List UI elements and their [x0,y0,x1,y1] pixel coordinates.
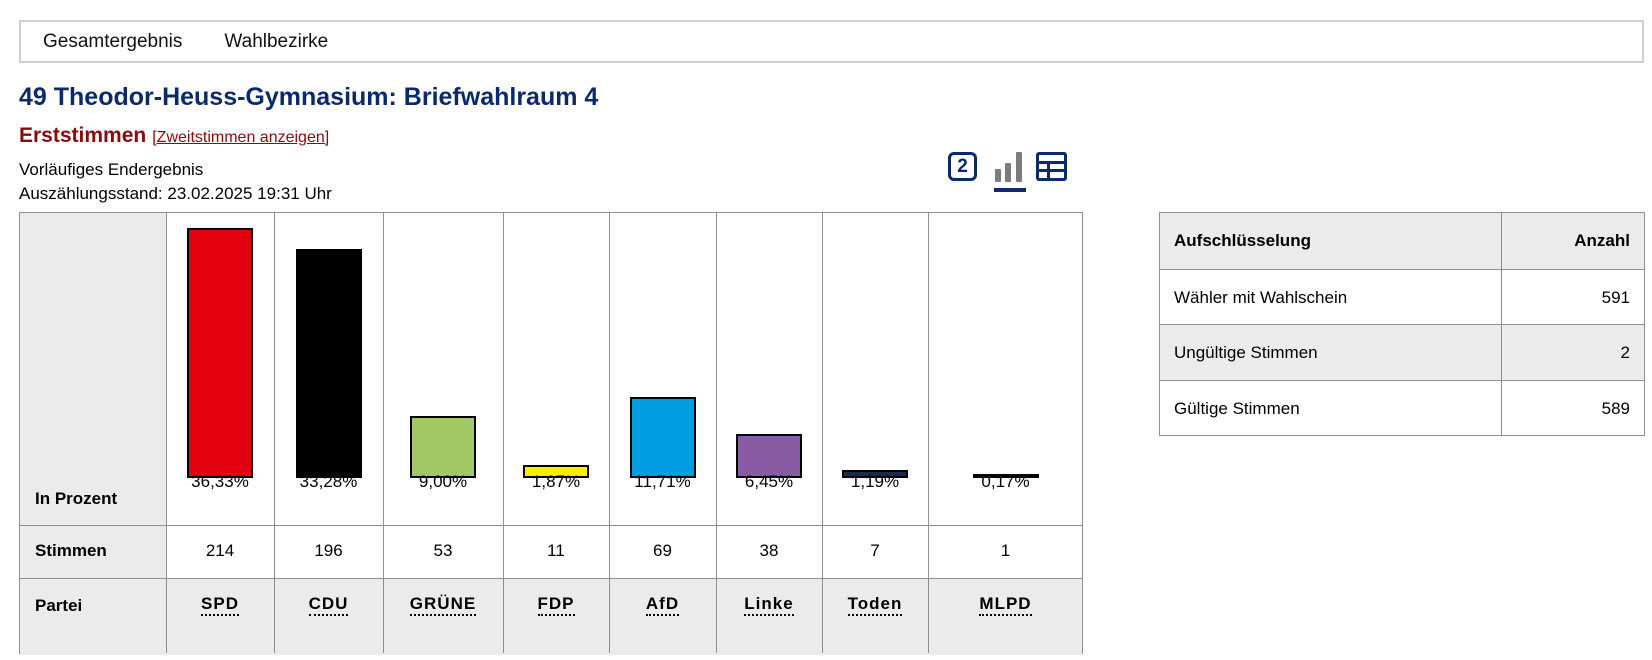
row-head-percent: In Prozent [20,213,166,525]
party-cell-cdu: CDU [274,594,383,616]
party-cell-fdp: FDP [503,594,609,616]
bar-spd[interactable] [187,228,253,478]
party-label-spd[interactable]: SPD [201,594,239,616]
tab-gesamtergebnis[interactable]: Gesamtergebnis [43,30,183,52]
bar-cdu[interactable] [296,249,362,478]
breakdown-value: 591 [1601,288,1630,307]
percent-label-grne: 9,00% [418,472,468,491]
party-label-cdu[interactable]: CDU [308,594,349,616]
bar-mlpd[interactable] [973,474,1039,478]
bar-fdp[interactable] [523,465,589,478]
percent-label-linke: 6,45% [744,472,794,491]
row-label-percent: In Prozent [35,489,118,508]
row-head-votes: Stimmen [20,526,166,578]
percent-label-mlpd: 0,17% [981,472,1030,491]
vote-type-label: Erststimmen [19,124,147,147]
column-divider [383,213,384,653]
breakdown-label: Wähler mit Wahlschein [1174,288,1348,307]
row-head-party: Partei [20,579,166,655]
party-cell-grne: GRÜNE [383,594,503,616]
party-cell-afd: AfD [609,594,716,616]
votes-grne: 53 [433,541,453,560]
column-divider [503,213,504,653]
votes-spd: 214 [205,541,235,560]
tab-wahlbezirke[interactable]: Wahlbezirke [224,30,329,52]
page-title: 49 Theodor-Heuss-Gymnasium: Briefwahlrau… [19,83,599,111]
party-label-mlpd[interactable]: MLPD [979,594,1032,616]
party-cell-mlpd: MLPD [928,594,1083,616]
table-row: Wähler mit Wahlschein 591 [1160,270,1644,326]
row-label-party: Partei [35,596,83,615]
top-nav: Gesamtergebnis Wahlbezirke [19,20,1644,63]
bar-grne[interactable] [410,416,476,478]
bar-afd[interactable] [630,397,696,478]
votes-cdu: 196 [314,541,343,560]
show-second-votes-link[interactable]: [Zweitstimmen anzeigen] [152,129,330,146]
table-icon[interactable] [1036,152,1067,181]
votes-fdp: 11 [547,541,565,560]
percent-label-spd: 36,33% [191,472,249,491]
bar-chart-icon[interactable] [994,150,1026,192]
party-label-grne[interactable]: GRÜNE [409,594,477,616]
breakdown-header-row: Aufschlüsselung Anzahl [1160,213,1644,269]
party-cell-toden: Toden [822,594,928,616]
view-switcher: 2 [948,150,1078,192]
breakdown-value: 589 [1601,399,1630,418]
table-row: Gültige Stimmen 589 [1160,381,1644,437]
results-chart: In Prozent Stimmen Partei 36,33% 214 SPD 33… [19,212,1083,655]
votes-mlpd: 1 [1000,541,1011,560]
row-label-votes: Stimmen [35,541,107,560]
count-status: Auszählungsstand: 23.02.2025 19:31 Uhr [19,184,332,203]
votes-toden: 7 [870,541,880,560]
column-divider [822,213,823,653]
bar-linke[interactable] [736,434,802,478]
party-cell-spd: SPD [166,594,274,616]
party-label-afd[interactable]: AfD [645,594,680,616]
column-divider [166,213,167,653]
party-cell-linke: Linke [716,594,822,616]
breakdown-value: 2 [1620,343,1630,362]
breakdown-header-count: Anzahl [1574,231,1630,250]
percent-label-toden: 1,19% [850,472,900,491]
breakdown-table: Aufschlüsselung Anzahl Wähler mit Wahlsc… [1159,212,1645,436]
votes-linke: 38 [759,541,779,560]
bar-toden[interactable] [842,470,908,478]
vote-type-header: Erststimmen [Zweitstimmen anzeigen] [19,124,329,148]
second-vote-icon[interactable]: 2 [948,152,977,181]
table-row: Ungültige Stimmen 2 [1160,325,1644,381]
column-divider [609,213,610,653]
breakdown-label: Gültige Stimmen [1174,399,1300,418]
party-label-toden[interactable]: Toden [847,594,903,616]
party-row-bg [166,579,1082,655]
breakdown-header-label: Aufschlüsselung [1174,231,1311,250]
column-divider [928,213,929,653]
column-divider [716,213,717,653]
party-label-linke[interactable]: Linke [744,594,794,616]
votes-afd: 69 [653,541,672,560]
percent-label-afd: 11,71% [634,472,691,491]
column-divider [274,213,275,653]
party-label-fdp[interactable]: FDP [537,594,575,616]
percent-label-fdp: 1,87% [531,472,581,491]
breakdown-label: Ungültige Stimmen [1174,343,1318,362]
percent-label-cdu: 33,28% [299,472,358,491]
result-status: Vorläufiges Endergebnis [19,160,204,179]
